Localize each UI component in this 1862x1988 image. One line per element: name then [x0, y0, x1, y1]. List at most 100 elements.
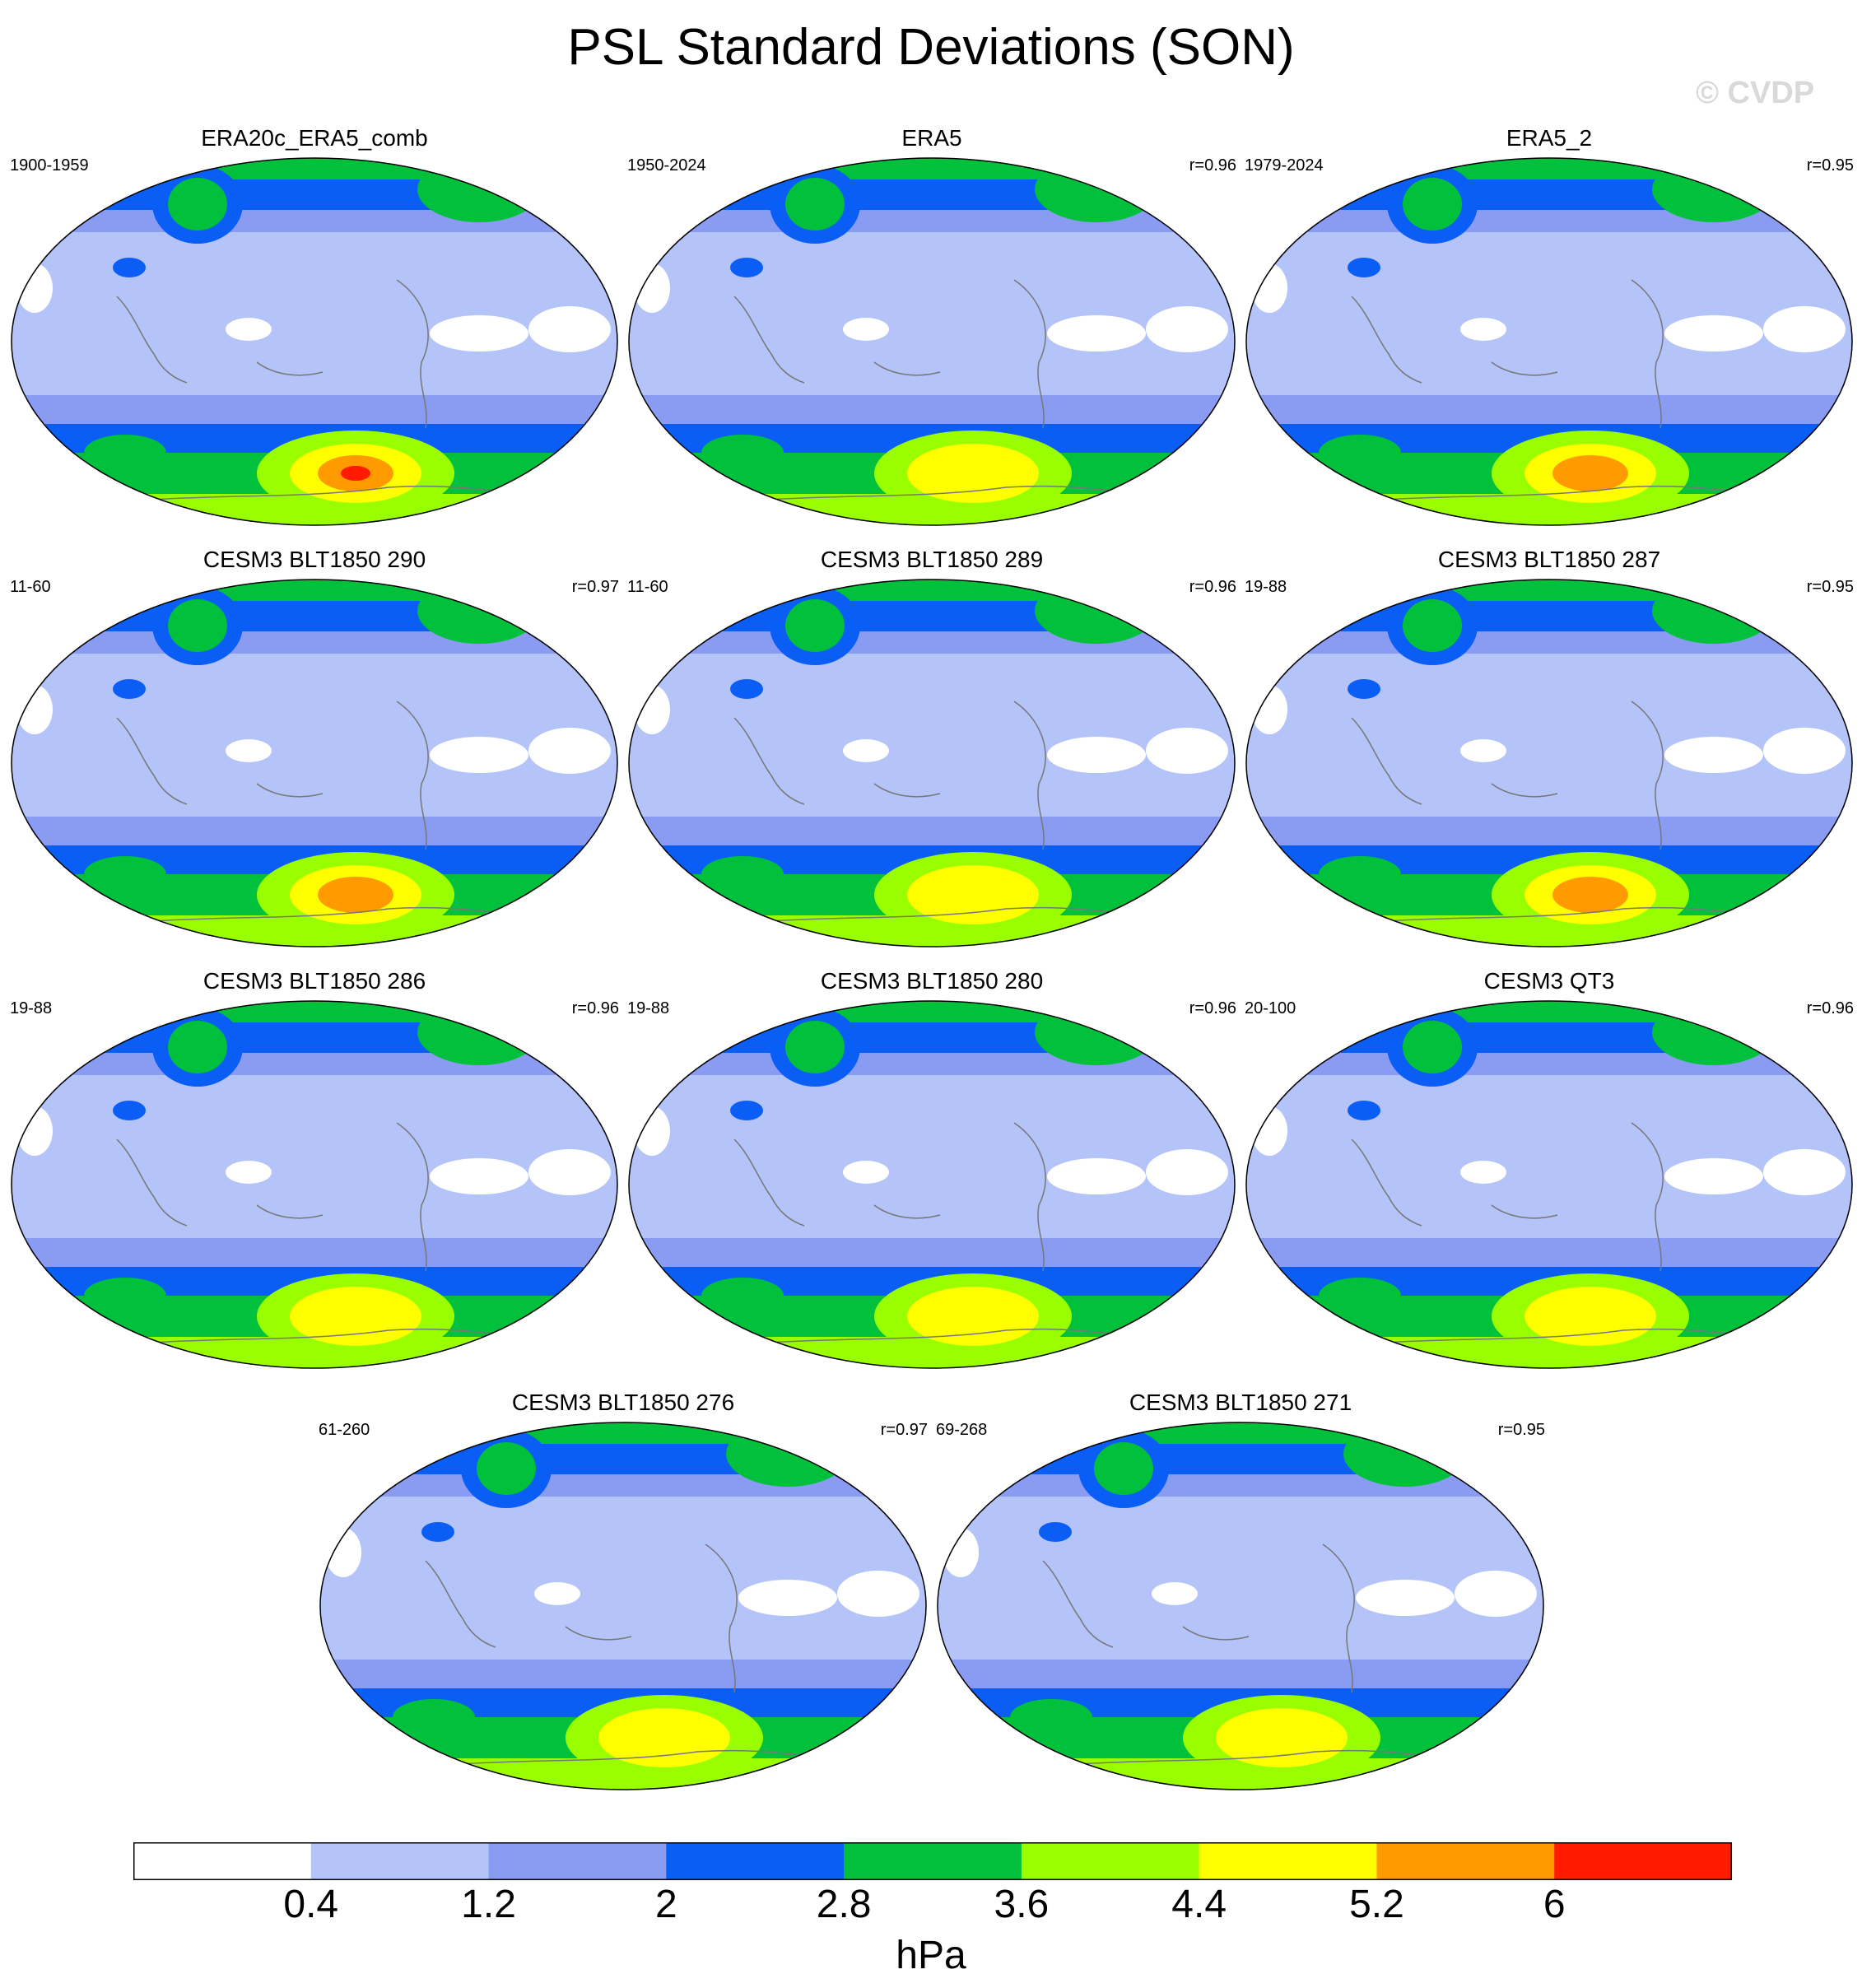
- contour-band: [1652, 1001, 1776, 1065]
- contour-band: [1035, 158, 1158, 222]
- contour-band: [1246, 580, 1852, 601]
- panel-title: ERA5: [901, 125, 962, 151]
- coastline: [1631, 279, 1664, 429]
- contour-band: [1094, 1442, 1153, 1495]
- contour-band: [907, 444, 1039, 503]
- coastline: [1013, 1122, 1046, 1272]
- contour-band: [730, 258, 763, 277]
- coastline: [705, 1543, 738, 1693]
- panel-correlation: r=0.95: [1806, 578, 1854, 596]
- contour-band: [843, 1161, 889, 1184]
- colorbar-swatch: [310, 1842, 490, 1880]
- coastline: [873, 1204, 941, 1219]
- contour-band: [1525, 1287, 1656, 1346]
- map-border: [1245, 579, 1853, 947]
- map-panel: CESM3 BLT1850 289 11-60 r=0.96: [627, 545, 1236, 947]
- contour-band: [1763, 728, 1846, 774]
- panel-title: ERA20c_ERA5_comb: [201, 125, 428, 151]
- contour-band: [1246, 158, 1852, 179]
- contour-band: [113, 1101, 146, 1120]
- coastline: [1351, 717, 1422, 805]
- colorbar-tick-label: 5.2: [1349, 1883, 1404, 1926]
- contour-band: [907, 1287, 1039, 1346]
- contour-band: [1010, 1699, 1092, 1735]
- coastline: [733, 717, 805, 805]
- panel-title: CESM3 BLT1850 290: [202, 547, 426, 572]
- panel-correlation: r=0.95: [1806, 156, 1854, 175]
- panel-correlation: r=0.97: [571, 578, 619, 596]
- panel-title: CESM3 BLT1850 289: [820, 547, 1044, 572]
- panel-years: 20-100: [1245, 999, 1296, 1017]
- contour-band: [1664, 315, 1763, 352]
- panel-correlation: r=0.95: [1497, 1421, 1545, 1439]
- coastline: [116, 717, 188, 805]
- map-border: [937, 1422, 1544, 1790]
- contour-map: [1245, 157, 1853, 526]
- contour-band: [1552, 877, 1628, 913]
- contour-band: [1348, 258, 1380, 277]
- panel-title: CESM3 BLT1850 287: [1437, 547, 1661, 572]
- panel-correlation: r=0.96: [1189, 999, 1236, 1017]
- contour-band: [1664, 737, 1763, 773]
- contour-band: [1152, 1582, 1198, 1605]
- coastline: [873, 361, 941, 376]
- panel-title: CESM3 BLT1850 276: [511, 1390, 735, 1415]
- contour-band: [84, 435, 166, 471]
- coastline: [396, 1122, 429, 1272]
- colorbar-tick-label: 3.6: [994, 1883, 1050, 1926]
- contour-band: [1403, 599, 1462, 652]
- map-border: [628, 579, 1236, 947]
- contour-band: [290, 1287, 421, 1346]
- contour-band: [785, 1021, 845, 1073]
- contour-band: [12, 580, 617, 601]
- panel-correlation: r=0.96: [1189, 156, 1236, 175]
- coastline: [256, 361, 324, 376]
- colorbar-tick-label: 4.4: [1171, 1883, 1227, 1926]
- panel-years: 69-268: [936, 1421, 988, 1439]
- contour-band: [1552, 455, 1628, 491]
- contour-band: [320, 1422, 926, 1444]
- contour-band: [1343, 1422, 1467, 1487]
- contour-band: [1047, 737, 1146, 773]
- panel-years: 11-60: [10, 578, 51, 596]
- colorbar-swatch: [1554, 1842, 1732, 1880]
- colorbar: [133, 1842, 1732, 1880]
- panel-years: 19-88: [10, 999, 53, 1017]
- contour-band: [430, 315, 528, 352]
- map-panel: ERA5 1950-2024 r=0.96: [627, 123, 1236, 526]
- colorbar-tick-label: 6: [1543, 1883, 1566, 1926]
- contour-band: [417, 1001, 541, 1065]
- contour-band: [1039, 1522, 1072, 1542]
- coastline: [1491, 1204, 1558, 1219]
- contour-band: [726, 1422, 850, 1487]
- contour-band: [430, 737, 528, 773]
- coastline: [1491, 783, 1558, 798]
- colorbar-swatch: [1199, 1842, 1377, 1880]
- coastline: [116, 1138, 188, 1227]
- coastline: [565, 1626, 632, 1641]
- contour-band: [701, 435, 784, 471]
- map-border: [628, 1000, 1236, 1369]
- map-border: [628, 157, 1236, 526]
- coastline: [116, 296, 188, 384]
- coastline: [1351, 1138, 1422, 1227]
- contour-band: [629, 158, 1235, 179]
- coastline: [1631, 701, 1664, 850]
- panel-title: CESM3 BLT1850 286: [202, 968, 426, 994]
- chart-title: PSL Standard Deviations (SON): [567, 19, 1295, 76]
- contour-band: [12, 1001, 617, 1022]
- map-panel: CESM3 BLT1850 286 19-88 r=0.96: [10, 966, 619, 1369]
- colorbar-swatch: [666, 1842, 845, 1880]
- contour-band: [837, 1571, 919, 1617]
- contour-map: [1245, 579, 1853, 947]
- contour-band: [1146, 306, 1228, 352]
- contour-map: [628, 579, 1236, 947]
- contour-band: [730, 679, 763, 699]
- contour-band: [318, 877, 393, 913]
- contour-band: [12, 158, 617, 179]
- contour-band: [598, 1708, 730, 1767]
- coastline: [1042, 1560, 1114, 1648]
- coastline: [256, 1204, 324, 1219]
- contour-band: [528, 728, 611, 774]
- coastline: [425, 1560, 496, 1648]
